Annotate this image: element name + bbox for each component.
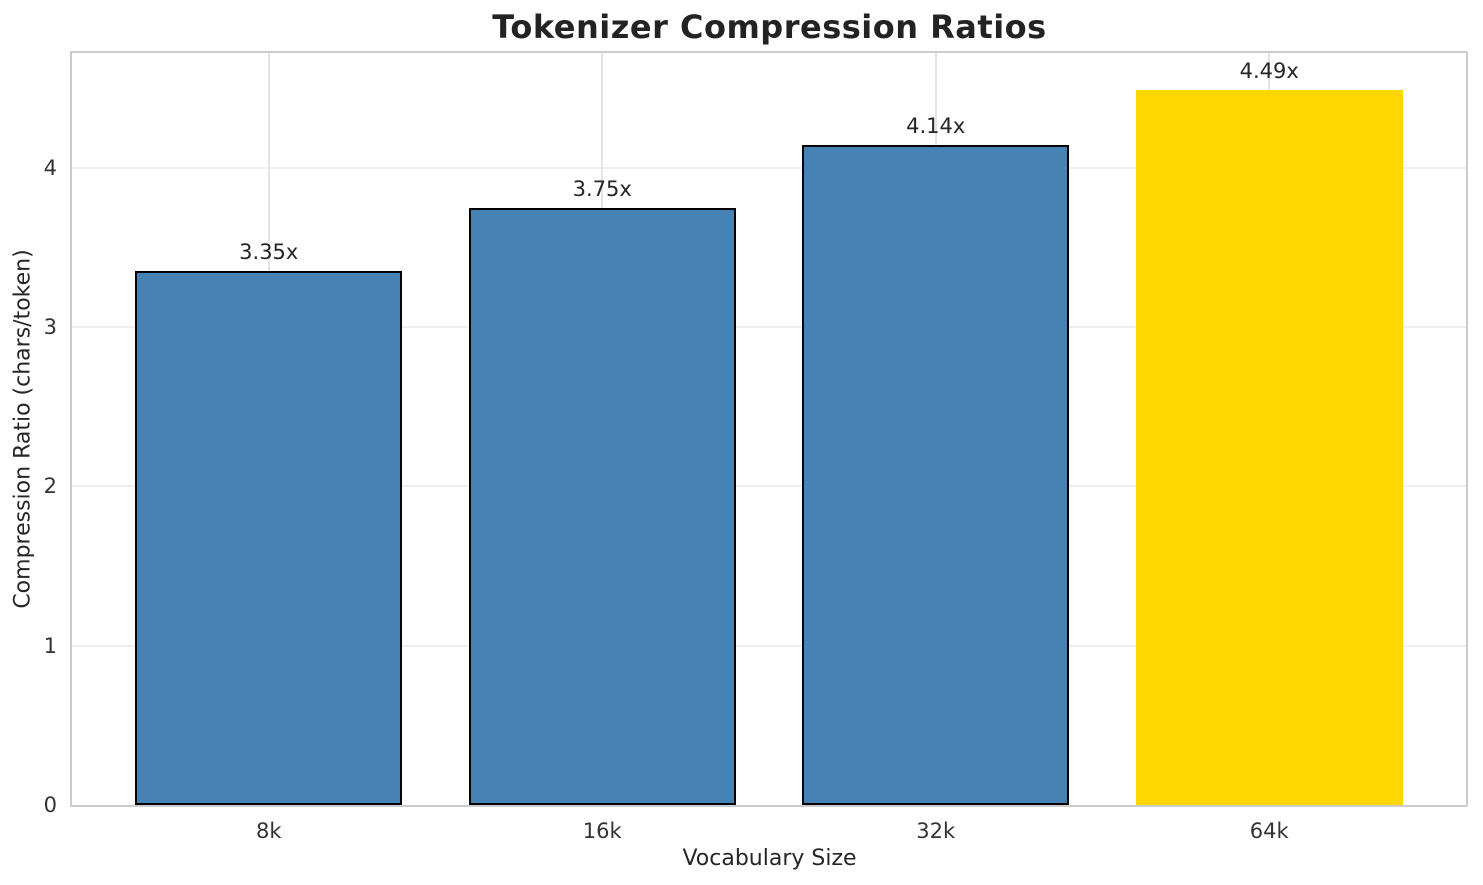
bar-value-label-32k: 4.14x <box>906 114 966 139</box>
bar-8k <box>135 271 403 805</box>
y-axis-label: Compression Ratio (chars/token) <box>10 249 36 609</box>
h-gridline-2 <box>72 485 1466 488</box>
y-tick-label-1: 1 <box>43 633 57 658</box>
x-axis-label: Vocabulary Size <box>682 846 857 871</box>
bar-value-label-8k: 3.35x <box>239 240 299 265</box>
bar-32k <box>802 145 1070 805</box>
h-gridline-4 <box>72 166 1466 169</box>
x-tick-label-8k: 8k <box>255 819 282 843</box>
bar-value-label-64k: 4.49x <box>1239 58 1299 83</box>
bar-16k <box>468 207 736 805</box>
bar-64k <box>1135 89 1403 805</box>
x-tick-label-16k: 16k <box>582 819 622 843</box>
plot-area: 3.35x 3.75x 4.14x 4.49x <box>70 51 1468 807</box>
chart-title: Tokenizer Compression Ratios <box>492 8 1047 46</box>
y-tick-label-3: 3 <box>43 315 57 340</box>
bar-value-label-16k: 3.75x <box>572 176 632 201</box>
h-gridline-1 <box>72 644 1466 647</box>
h-gridline-3 <box>72 326 1466 329</box>
x-tick-label-64k: 64k <box>1249 819 1289 843</box>
y-tick-label-4: 4 <box>43 155 57 180</box>
y-tick-label-2: 2 <box>43 474 57 499</box>
x-tick-label-32k: 32k <box>916 819 956 843</box>
y-tick-label-0: 0 <box>43 793 57 817</box>
